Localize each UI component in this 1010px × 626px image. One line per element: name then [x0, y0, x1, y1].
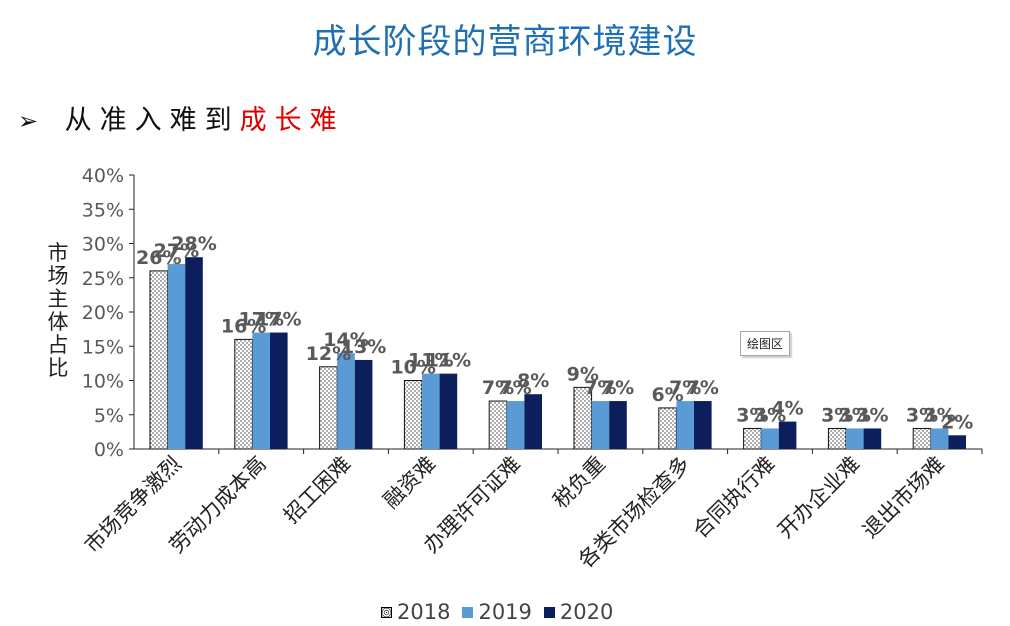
- bar-2019: [676, 401, 694, 449]
- slide-title: 成长阶段的营商环境建设: [312, 22, 698, 62]
- subtitle: ➢ 从准入难到成长难: [18, 98, 345, 137]
- bar-2019: [930, 428, 949, 449]
- data-label-2020: 7%: [687, 377, 719, 399]
- data-label-2020: 11%: [426, 350, 471, 372]
- bar-2019: [337, 353, 355, 449]
- bar-2019: [422, 373, 440, 449]
- leader-line: [171, 256, 179, 267]
- legend-item-2019: 2019: [462, 600, 532, 624]
- bar-2019: [591, 401, 610, 449]
- data-label-2020: 28%: [171, 233, 216, 255]
- bar-2018: [743, 427, 762, 450]
- chart-legend: 2018 2019 2020: [381, 600, 625, 624]
- bar-2020: [609, 401, 627, 449]
- bar-2018: [149, 270, 169, 450]
- y-tick-label: 40%: [82, 165, 124, 187]
- subtitle-highlight: 成长难: [239, 105, 345, 136]
- data-label-2018: 3%: [906, 404, 938, 426]
- data-label-2018: 7%: [482, 377, 514, 399]
- bar-2019: [846, 428, 864, 449]
- data-label-2019: 17%: [238, 309, 283, 331]
- y-tick-label: 5%: [94, 405, 124, 427]
- data-label-2018: 3%: [821, 404, 853, 426]
- legend-item-2018: 2018: [381, 600, 450, 624]
- bar-2020: [863, 428, 882, 449]
- subtitle-prefix: 从准入难到: [64, 105, 240, 136]
- data-label-2020: 7%: [602, 377, 634, 399]
- data-label-2019: 27%: [154, 240, 199, 262]
- y-tick-label: 0%: [94, 439, 124, 461]
- data-label-2019: 3%: [923, 404, 955, 426]
- legend-swatch-2018: [381, 606, 392, 618]
- bar-2019: [167, 264, 186, 449]
- x-category-label: 退出市场难: [858, 452, 949, 543]
- bar-2020: [778, 421, 797, 449]
- data-label-2019: 3%: [754, 404, 786, 426]
- bar-2018: [827, 427, 847, 450]
- data-label-2019: 7%: [584, 377, 616, 399]
- legend-label-2020: 2020: [559, 600, 614, 624]
- data-label-2019: 7%: [669, 377, 701, 399]
- bar-2019: [506, 401, 525, 449]
- legend-label-2019: 2019: [478, 600, 532, 624]
- data-label-2018: 6%: [651, 384, 683, 406]
- plot-area-tooltip: 绘图区: [740, 331, 791, 356]
- bar-2020: [948, 435, 966, 449]
- data-label-2020: 8%: [517, 370, 549, 392]
- legend-swatch-2019: [462, 606, 474, 618]
- data-label-2020: 4%: [771, 398, 803, 420]
- bar-2018: [488, 400, 508, 450]
- x-category-label: 开办企业难: [773, 452, 864, 543]
- data-label-2018: 10%: [390, 357, 435, 379]
- legend-item-2020: 2020: [543, 600, 614, 624]
- data-label-2019: 11%: [408, 350, 453, 372]
- x-category-label: 融资难: [379, 452, 441, 514]
- y-tick-label: 10%: [82, 371, 124, 393]
- y-tick-label: 15%: [82, 336, 124, 358]
- bar-2020: [439, 373, 458, 449]
- data-label-2019: 14%: [323, 329, 368, 351]
- bar-2020: [185, 257, 203, 449]
- data-label-2018: 26%: [136, 247, 181, 269]
- bar-2018: [234, 338, 253, 450]
- data-label-2020: 13%: [341, 336, 386, 358]
- bar-2018: [658, 407, 677, 450]
- bar-2020: [524, 394, 542, 449]
- y-tick-label: 20%: [82, 302, 124, 324]
- x-category-label: 合同执行难: [688, 452, 779, 543]
- bar-2020: [694, 401, 712, 449]
- bar-2020: [354, 359, 373, 449]
- data-label-2018: 3%: [736, 404, 768, 426]
- legend-swatch-2020: [543, 606, 555, 618]
- bullet-arrow-icon: ➢: [18, 107, 39, 135]
- bar-2018: [319, 366, 338, 450]
- data-label-2020: 3%: [856, 404, 888, 426]
- data-label-2020: 17%: [256, 309, 301, 331]
- bar-2020: [270, 332, 288, 449]
- bar-2019: [761, 428, 779, 449]
- data-label-2019: 7%: [499, 377, 531, 399]
- x-category-label: 招工困难: [279, 452, 355, 528]
- bar-2018: [403, 380, 423, 450]
- y-axis-label: 市场主体占比: [47, 241, 69, 380]
- data-label-2020: 2%: [941, 411, 973, 433]
- data-label-2019: 3%: [839, 404, 871, 426]
- data-label-2018: 16%: [221, 315, 266, 337]
- x-category-label: 税负重: [548, 452, 610, 514]
- y-tick-label: 30%: [82, 234, 124, 256]
- data-label-2018: 9%: [567, 363, 599, 385]
- y-tick-label: 35%: [82, 199, 124, 221]
- y-tick-label: 25%: [82, 268, 124, 290]
- legend-label-2018: 2018: [397, 600, 451, 624]
- bar-2018: [912, 427, 932, 450]
- data-label-2018: 12%: [306, 343, 351, 365]
- bar-2019: [252, 332, 270, 449]
